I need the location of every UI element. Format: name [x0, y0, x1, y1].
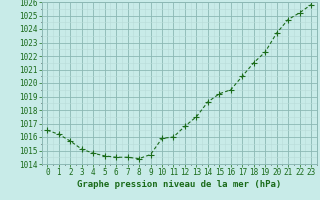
- X-axis label: Graphe pression niveau de la mer (hPa): Graphe pression niveau de la mer (hPa): [77, 180, 281, 189]
